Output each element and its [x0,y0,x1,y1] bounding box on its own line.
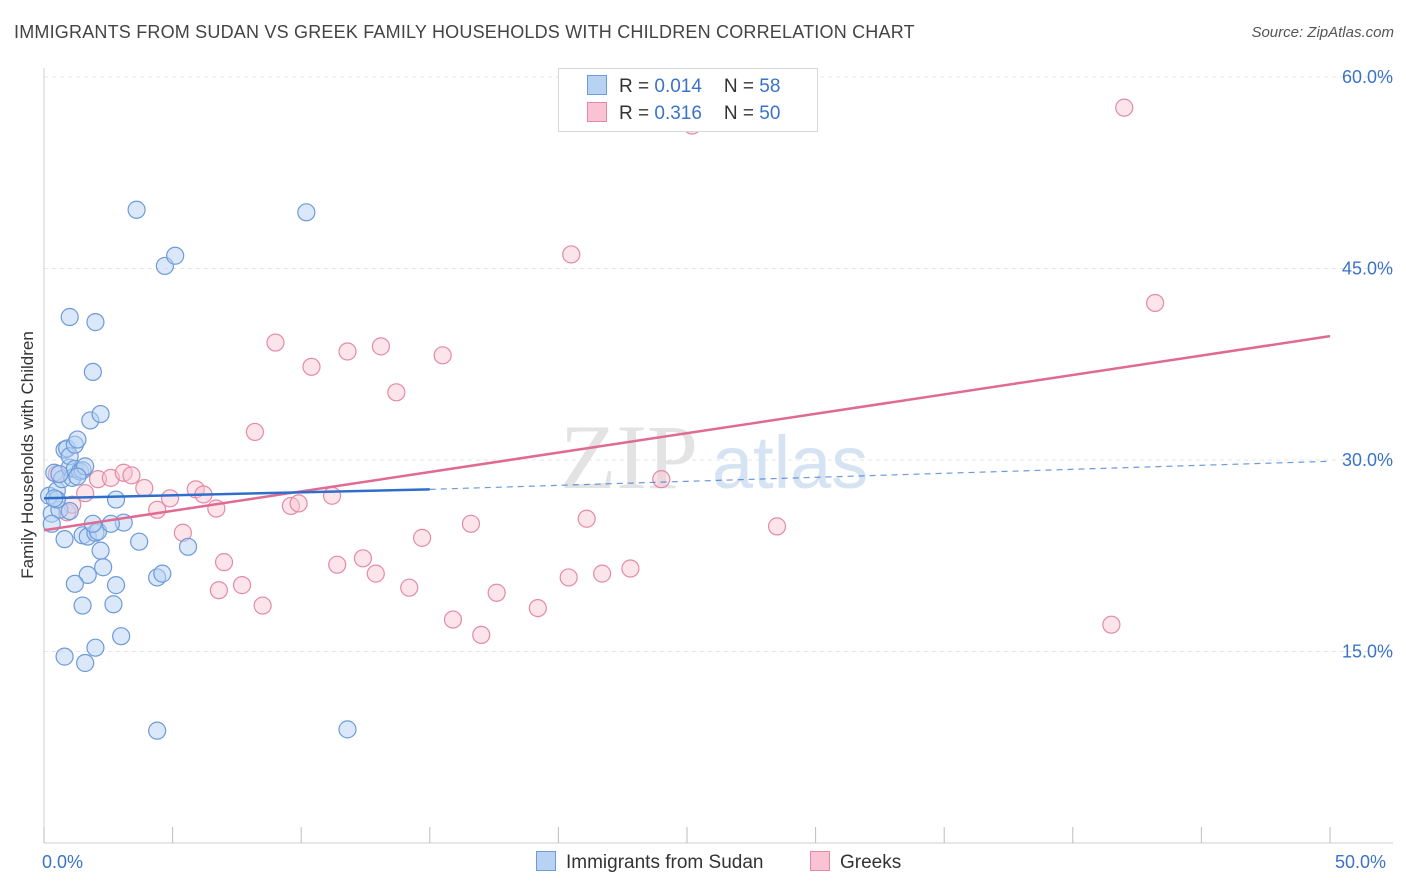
sudan-point [73,596,92,615]
source-label: Source: ZipAtlas.com [1251,24,1394,41]
greek-point [371,337,391,356]
sudan-point [50,464,69,484]
trend-lines [43,334,1331,532]
greek-trend-line [43,334,1331,532]
greek-point [1102,615,1121,634]
greek-point [322,486,342,505]
greek-point [160,489,180,508]
greek-point [472,625,491,645]
greek-point [122,466,141,485]
chart-title: IMMIGRANTS FROM SUDAN VS GREEK FAMILY HO… [14,22,915,42]
sudan-point [338,720,357,739]
sudan-point [83,362,102,382]
greek-point [559,568,578,587]
greek-point [461,514,481,533]
greek-point [443,610,463,629]
greek-point [387,383,406,402]
greek-point [400,578,419,597]
greek-point [621,559,640,578]
sudan-swatch [587,75,607,95]
bottom-legend-greeks: Greeks [810,851,901,874]
greek-point [412,528,432,547]
greek-point [433,346,452,365]
sudan-point [178,537,198,556]
legend-row-greeks: R = 0.316 N = 50 [587,102,780,125]
greek-point [577,509,596,528]
sudan-point [104,595,123,614]
greek-point [289,494,308,513]
stats-legend: R = 0.014 N = 58 R = 0.316 N = 50 [558,68,818,132]
sudan-point [86,638,105,657]
y-tick-label-0: 15.0% [1342,642,1393,662]
sudan-point [106,490,126,509]
sudan-point [68,467,87,486]
greek-point [1115,98,1134,117]
legend-row-sudan: R = 0.014 N = 58 [587,75,780,98]
sudan-point [60,501,79,521]
sudan-legend-swatch [536,851,556,871]
sudan-point [101,514,120,533]
greek-swatch [587,102,607,122]
greek-point [1146,293,1165,313]
greek-point [328,555,347,574]
sudan-point [127,200,146,219]
greek-point [562,245,581,264]
greek-point [76,484,95,503]
greek-point [253,596,272,615]
y-tick-label-1: 30.0% [1342,450,1393,470]
greek-point [767,517,787,536]
greek-point [266,333,285,352]
y-tick-labels: 15.0% 30.0% 45.0% 60.0% [1342,67,1393,662]
greek-point [338,342,357,361]
watermark: ZIP atlas [560,406,868,508]
sudan-point [106,576,126,595]
sudan-point [94,558,113,577]
greek-point [232,576,252,595]
greek-point [88,470,108,489]
sudan-point [297,203,316,222]
greek-point [353,549,373,568]
y-tick-label-2: 45.0% [1342,259,1393,279]
sudan-trend-extension [429,460,1331,490]
sudan-point [112,627,131,646]
sudan-point [86,313,105,332]
greek-point [302,357,321,376]
series-greeks [47,98,1165,645]
sudan-point [60,307,79,327]
watermark-zip: ZIP [560,406,698,508]
greek-point [652,470,671,489]
sudan-point [91,404,110,424]
sudan-point [91,541,110,560]
greek-point [366,564,385,583]
series-sudan [40,200,357,740]
sudan-point [153,564,172,583]
sudan-point [148,721,167,740]
sudan-trend-line [43,488,430,500]
greek-point [214,553,234,572]
sudan-point [65,574,84,593]
grid-lines [44,76,1393,652]
sudan-point [78,565,97,585]
greek-point [245,422,265,442]
sudan-point [166,246,185,265]
sudan-point [68,430,87,449]
greek-legend-swatch [810,851,830,871]
axes [43,68,1393,844]
sudan-point [76,653,95,673]
watermark-atlas: atlas [712,421,868,504]
x-tick-max: 50.0% [1335,852,1387,872]
x-tick-min: 0.0% [42,852,84,872]
greek-point [487,583,506,602]
sudan-point [55,647,74,666]
greek-point [135,478,154,498]
sudan-point [55,530,74,549]
sudan-point [130,532,149,551]
y-tick-label-3: 60.0% [1342,67,1393,87]
bottom-legend-sudan: Immigrants from Sudan [536,851,763,874]
greek-point [593,564,612,583]
greek-point [209,581,228,600]
greek-point [528,598,547,618]
